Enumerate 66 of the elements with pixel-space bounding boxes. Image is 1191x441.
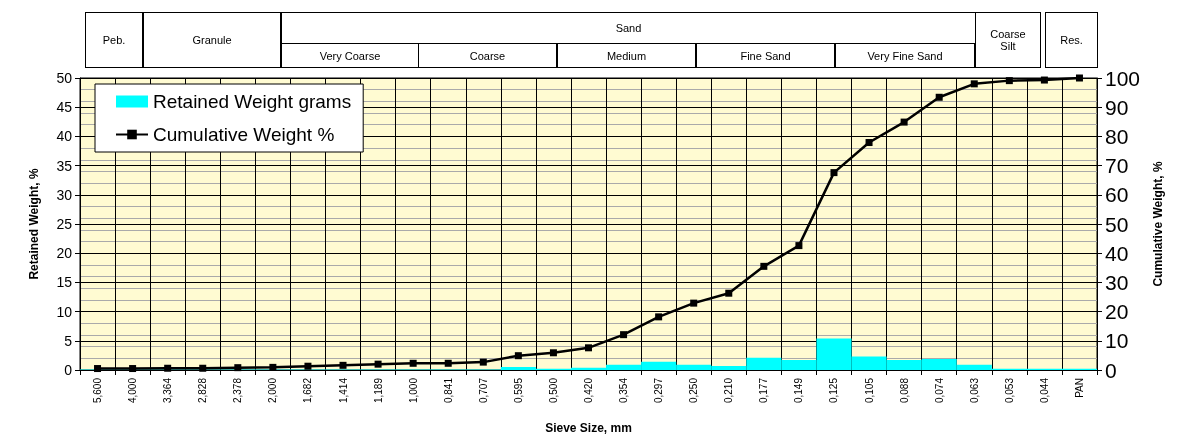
y2-tick-label: 40 [1105,241,1129,265]
y-tick-label: 10 [56,303,73,320]
text: Very Fine Sand [835,43,975,68]
x-tick-label: 1,189 [372,377,384,404]
x-tick-label: 0,125 [828,377,840,404]
y-tick-label: 40 [56,128,73,145]
y-tick-label: 35 [56,157,73,174]
y2-tick-label: 90 [1105,95,1129,119]
x-tick-label: 0,500 [547,377,559,404]
x-tick-label: 0,420 [583,377,594,404]
y-tick-label: 25 [56,216,73,232]
y-tick-label: 5 [64,332,73,349]
y-tick-label: 50 [56,70,73,86]
x-tick-label: 0,210 [723,377,735,404]
x-tick-label: 1,414 [337,377,349,404]
y2-tick-label: 70 [1105,154,1129,178]
x-tick-label: 2,828 [197,377,209,404]
y2-tick-label: 100 [1105,66,1141,90]
x-tick-label: 0,044 [1038,377,1050,404]
y2-tick-label: 30 [1105,270,1129,294]
y-tick-label: 45 [56,99,73,116]
x-tick-label: 2,378 [232,377,244,404]
y-tick-label: 0 [64,362,73,378]
x-tick-label: 0,354 [618,377,630,404]
text: Coarse Silt [975,12,1041,68]
x-tick-label: 0,595 [512,377,524,404]
y2-tick-label: 50 [1105,212,1129,236]
text: Very Coarse [281,43,419,68]
x-tick-label: 5,600 [92,377,104,404]
x-tick-label: 0,149 [793,377,805,404]
y2-tick-label: 80 [1105,124,1129,148]
y2-tick-label: 0 [1105,358,1117,382]
x-tick-label: PAN [1073,378,1085,398]
text: Granule [143,12,281,68]
y2-tick-label: 20 [1105,300,1129,324]
x-axis-title: Sieve Size, mm [545,421,632,435]
x-tick-label: 0,297 [653,377,665,404]
x-tick-label: 0,841 [442,377,454,404]
text: Medium [557,43,696,68]
y2-axis-title: Cumulative Weight, % [1151,161,1165,287]
legend-label: Cumulative Weight % [153,124,335,145]
text: Res. [1045,12,1098,68]
x-tick-label: 0,088 [898,377,910,404]
x-tick-label: 0,707 [477,377,489,404]
y2-tick-label: 60 [1105,183,1129,207]
y-tick-label: 20 [56,245,73,262]
x-tick-label: 3,364 [162,377,174,404]
x-tick-label: 0,105 [863,377,875,404]
text: Fine Sand [696,43,835,68]
text: Sand [281,12,976,44]
x-tick-label: 0,177 [758,377,770,404]
x-tick-label: 0,053 [1003,377,1015,404]
y-axis-title: Retained Weight, % [27,168,41,280]
y-tick-label: 30 [56,186,73,203]
x-tick-label: 0,063 [968,377,980,404]
x-tick-label: 4,000 [127,377,139,404]
x-tick-label: 0,250 [688,377,700,404]
legend-label: Retained Weight grams [153,91,352,112]
x-tick-label: 1,682 [302,377,314,404]
x-tick-label: 1,000 [407,377,419,404]
y2-tick-label: 10 [1105,329,1129,353]
y-tick-label: 15 [56,274,73,291]
x-tick-label: 0,074 [933,377,945,404]
text: Coarse [418,43,557,68]
x-tick-label: 2,000 [267,377,279,404]
text: Peb. [85,12,143,68]
